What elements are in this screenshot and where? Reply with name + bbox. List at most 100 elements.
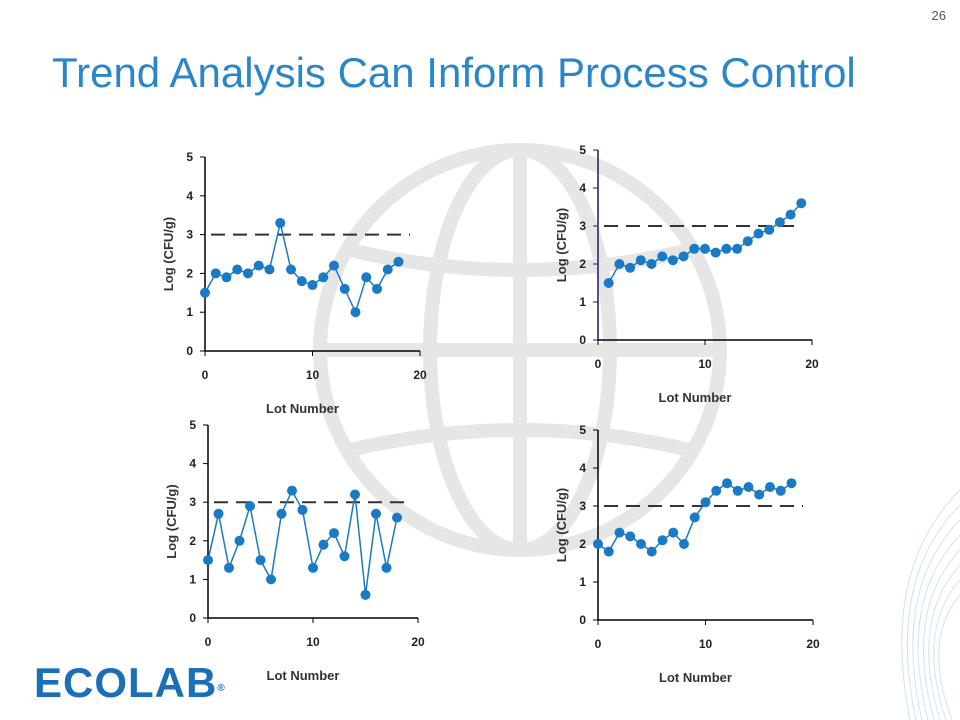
chart-top-right: 0 1 2 3 4 5 0 10 20 Lot Number Log (CFU/g)	[540, 135, 830, 415]
data-point	[329, 528, 339, 539]
y-axis-label: Log (CFU/g)	[554, 208, 569, 282]
data-point	[679, 539, 689, 549]
data-point	[625, 262, 636, 273]
data-point	[646, 259, 657, 269]
slide-title: Trend Analysis Can Inform Process Contro…	[52, 49, 856, 96]
y-axis-label: Log (CFU/g)	[161, 217, 176, 291]
data-point	[264, 264, 275, 275]
x-tick-label: 20	[411, 635, 425, 649]
data-point	[700, 497, 711, 508]
data-point	[245, 501, 255, 512]
data-point	[721, 243, 732, 254]
data-point	[764, 224, 775, 235]
y-tick-label: 4	[579, 181, 586, 195]
y-tick-label: 3	[579, 219, 586, 233]
data-point	[224, 562, 234, 573]
y-tick-label: 5	[189, 418, 196, 432]
data-point	[765, 482, 775, 492]
data-point	[732, 485, 743, 496]
x-tick-label: 10	[306, 368, 320, 382]
data-point	[635, 255, 646, 266]
data-point	[668, 527, 679, 538]
data-point	[232, 264, 243, 275]
data-point	[732, 243, 743, 254]
y-tick-label: 3	[579, 499, 586, 513]
data-point	[287, 485, 297, 496]
data-point	[646, 546, 657, 557]
data-point	[339, 551, 350, 562]
registered-mark: ®	[217, 683, 226, 694]
data-point	[393, 256, 404, 267]
y-tick-label: 2	[186, 266, 193, 280]
y-tick-label: 2	[189, 534, 196, 548]
y-tick-label: 0	[189, 611, 196, 625]
data-point	[361, 272, 372, 283]
x-tick-label: 10	[699, 637, 713, 651]
data-point	[286, 264, 296, 275]
data-point	[318, 272, 329, 283]
y-tick-label: 5	[186, 150, 193, 164]
data-point	[350, 307, 361, 318]
data-point	[700, 243, 710, 254]
chart-svg: 0 1 2 3 4 5 0 10 20 Lot Number Log (CFU/g)	[161, 150, 427, 416]
data-point	[297, 504, 308, 515]
data-point	[296, 276, 307, 287]
data-point	[614, 259, 625, 269]
data-point	[221, 272, 232, 283]
data-point	[308, 562, 318, 573]
x-axis-label: Lot Number	[266, 401, 339, 416]
y-tick-label: 0	[579, 333, 586, 347]
y-tick-label: 4	[189, 457, 196, 471]
data-point	[275, 217, 286, 228]
series-line	[608, 202, 802, 284]
x-tick-label: 10	[698, 357, 712, 371]
data-point	[689, 512, 700, 523]
data-point	[786, 478, 797, 489]
data-point	[243, 268, 253, 279]
y-tick-label: 5	[579, 423, 586, 437]
x-tick-label: 0	[595, 357, 602, 371]
data-point	[329, 260, 339, 271]
data-point	[203, 555, 213, 566]
y-tick-label: 3	[189, 495, 196, 509]
data-point	[339, 283, 350, 294]
data-point	[266, 574, 276, 585]
data-point	[276, 508, 287, 519]
ecolab-logo: ECOLAB®	[34, 660, 226, 706]
data-point	[796, 198, 807, 209]
page-number: 26	[931, 8, 946, 23]
chart-bottom-right: 0 1 2 3 4 5 0 10 20 Lot Number Log (CFU/g)	[540, 415, 830, 695]
data-point	[318, 539, 329, 550]
y-tick-label: 2	[579, 537, 586, 551]
data-point	[657, 251, 668, 262]
data-point	[372, 283, 382, 294]
corner-waves	[901, 489, 960, 720]
chart-bottom-left: 0 1 2 3 4 5 0 10 20 Lot Number Log (CFU/g)	[150, 410, 440, 690]
data-point	[743, 482, 754, 492]
data-point	[785, 209, 796, 220]
y-tick-label: 1	[579, 575, 586, 589]
data-point	[710, 247, 721, 258]
data-point	[371, 508, 381, 519]
y-tick-label: 5	[579, 143, 586, 157]
data-point	[381, 562, 392, 573]
data-point	[775, 485, 786, 496]
data-point	[636, 539, 646, 549]
data-point	[234, 535, 245, 546]
y-tick-label: 1	[189, 572, 196, 586]
x-axis-label: Lot Number	[659, 390, 732, 405]
y-tick-label: 2	[579, 257, 586, 271]
data-point	[593, 539, 603, 549]
x-axis-label: Lot Number	[267, 668, 340, 683]
data-point	[753, 228, 764, 239]
data-point	[307, 280, 318, 291]
x-tick-label: 0	[595, 637, 602, 651]
data-point	[200, 287, 210, 298]
y-tick-label: 0	[186, 344, 193, 358]
y-tick-label: 3	[186, 228, 193, 242]
x-tick-label: 10	[306, 635, 320, 649]
x-tick-label: 20	[805, 357, 819, 371]
y-axis-label: Log (CFU/g)	[554, 488, 569, 562]
data-point	[603, 546, 614, 557]
chart-top-left: 0 1 2 3 4 5 0 10 20 Lot Number Log (CFU/g)	[150, 140, 440, 420]
